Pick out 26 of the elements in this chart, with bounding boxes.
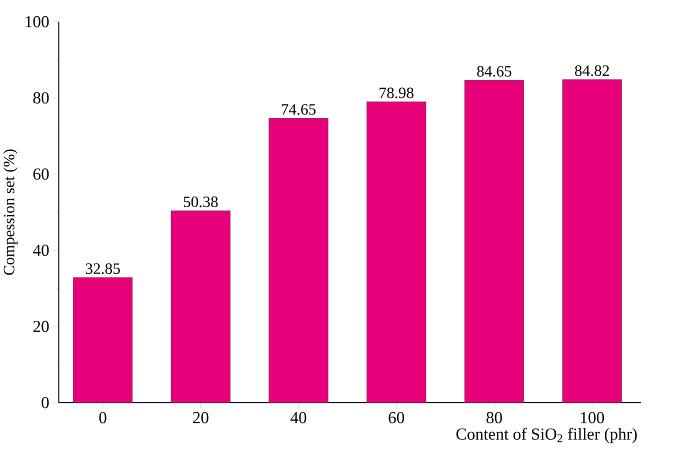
- x-tick-label: 20: [193, 412, 208, 424]
- bar: [366, 102, 426, 403]
- x-tick-label: 0: [99, 412, 106, 424]
- y-tick-label: 100: [26, 16, 49, 28]
- x-axis-title: Content of SiO$_{2}$ filler (phr): [456, 428, 637, 444]
- y-axis-title: Compession set (%): [3, 150, 18, 275]
- data-label: 84.82: [574, 65, 609, 76]
- data-label: 50.38: [184, 196, 218, 208]
- y-tick-label: 60: [33, 168, 49, 180]
- y-tick-label: 20: [33, 320, 49, 332]
- x-tick-label: 80: [486, 412, 502, 424]
- x-tick-label: 100: [581, 412, 604, 424]
- bar: [268, 118, 328, 403]
- data-label: 74.65: [282, 104, 316, 115]
- bar: [170, 210, 230, 403]
- bar: [72, 277, 133, 403]
- data-label: 32.85: [86, 263, 120, 274]
- y-tick-label: 80: [33, 92, 49, 104]
- data-label: 78.98: [380, 88, 414, 98]
- data-label: 84.65: [477, 66, 512, 77]
- y-tick-label: 0: [42, 397, 49, 408]
- bar: [464, 80, 524, 403]
- x-tick-label: 40: [290, 412, 306, 424]
- bar: [562, 79, 622, 403]
- y-tick-label: 40: [32, 244, 49, 256]
- x-tick-label: 60: [388, 412, 404, 424]
